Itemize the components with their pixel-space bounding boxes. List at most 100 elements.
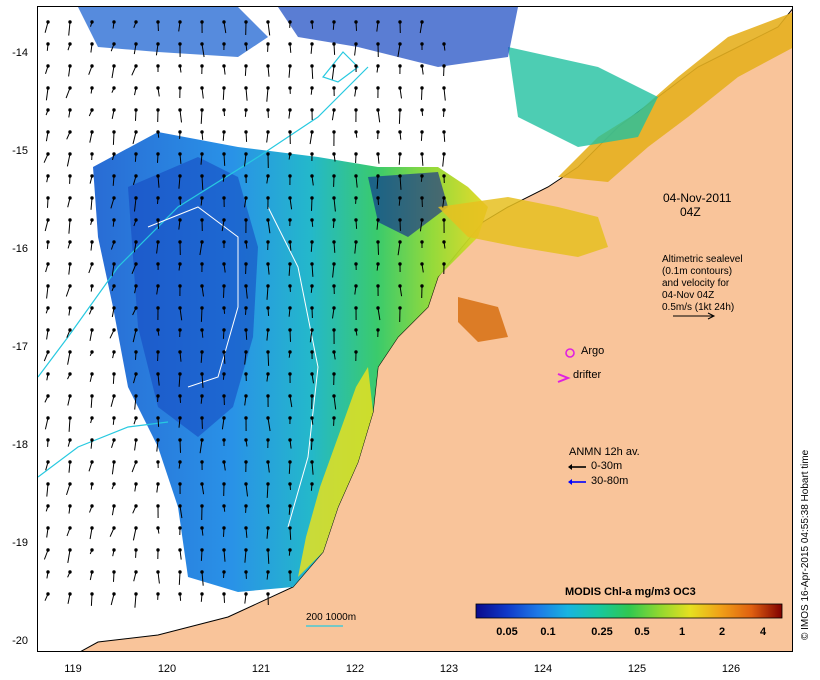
chlorophyll-high-band xyxy=(438,197,608,257)
velocity-arrow-origin xyxy=(288,306,292,310)
velocity-arrow-origin xyxy=(442,86,446,90)
velocity-arrow-origin xyxy=(244,218,248,222)
velocity-arrow xyxy=(133,241,137,253)
velocity-arrow-origin xyxy=(200,262,204,266)
velocity-arrow-origin xyxy=(398,130,402,134)
velocity-arrow-origin xyxy=(310,284,314,288)
velocity-arrow xyxy=(201,571,204,586)
velocity-arrow-origin xyxy=(222,42,226,46)
velocity-arrow-origin xyxy=(112,548,116,552)
velocity-arrow-origin xyxy=(244,240,248,244)
velocity-arrow xyxy=(266,87,269,102)
velocity-arrow-origin xyxy=(156,174,160,178)
velocity-arrow-origin xyxy=(266,262,270,266)
velocity-arrow xyxy=(266,527,269,539)
isobath-200m xyxy=(38,66,369,378)
velocity-arrow-origin xyxy=(46,42,50,46)
velocity-arrow xyxy=(134,197,137,212)
velocity-arrow-origin xyxy=(244,152,248,156)
velocity-arrow xyxy=(333,241,336,253)
velocity-arrow xyxy=(355,175,358,188)
velocity-arrow-origin xyxy=(46,592,50,596)
map-panel[interactable] xyxy=(37,6,793,652)
colorbar xyxy=(475,603,783,619)
velocity-arrow-origin xyxy=(90,438,94,442)
velocity-arrow xyxy=(221,219,225,232)
velocity-arrow-origin xyxy=(354,20,358,24)
velocity-arrow-origin xyxy=(68,394,72,398)
velocity-arrow xyxy=(332,307,335,319)
velocity-arrow-origin xyxy=(178,240,182,244)
velocity-arrow-origin xyxy=(68,64,72,68)
anmn-shallow-label: 0-30m xyxy=(591,460,623,472)
velocity-arrow-origin xyxy=(376,86,380,90)
velocity-arrow-origin xyxy=(332,306,336,310)
velocity-arrow-origin xyxy=(68,42,72,46)
velocity-arrow-origin xyxy=(46,284,50,288)
velocity-arrow-origin xyxy=(134,350,138,354)
velocity-arrow-origin xyxy=(266,42,270,46)
velocity-arrow-origin xyxy=(420,174,424,178)
velocity-arrow-origin xyxy=(310,152,314,156)
velocity-arrow xyxy=(266,131,269,143)
velocity-arrow xyxy=(201,43,205,58)
velocity-arrow-origin xyxy=(310,42,314,46)
velocity-arrow-origin xyxy=(156,42,160,46)
velocity-arrow-origin xyxy=(288,526,292,530)
velocity-arrow-origin xyxy=(90,372,94,376)
velocity-arrow-origin xyxy=(200,86,204,90)
velocity-arrow-origin xyxy=(90,350,94,354)
velocity-arrow-origin xyxy=(266,240,270,244)
velocity-arrow-origin xyxy=(288,86,292,90)
velocity-arrow-origin xyxy=(156,504,160,508)
velocity-arrow xyxy=(68,21,71,36)
velocity-arrow xyxy=(419,219,423,232)
velocity-arrow-origin xyxy=(200,42,204,46)
sealevel-contour xyxy=(267,206,319,528)
velocity-arrow xyxy=(157,373,160,386)
velocity-arrow xyxy=(201,483,205,495)
velocity-arrow-origin xyxy=(420,196,424,200)
velocity-arrow xyxy=(267,219,271,234)
velocity-arrow-origin xyxy=(266,482,270,486)
velocity-arrow xyxy=(179,307,183,321)
velocity-arrow-origin xyxy=(112,262,116,266)
velocity-arrow-origin xyxy=(90,570,94,574)
velocity-arrow-origin xyxy=(68,152,72,156)
velocity-arrow xyxy=(89,329,93,341)
velocity-arrow xyxy=(111,461,115,475)
velocity-arrow-origin xyxy=(288,482,292,486)
velocity-arrow-origin xyxy=(134,42,138,46)
velocity-arrow-origin xyxy=(178,372,182,376)
velocity-arrow xyxy=(178,373,181,387)
velocity-arrow xyxy=(333,395,337,410)
velocity-arrow-origin xyxy=(200,482,204,486)
velocity-arrow xyxy=(200,307,203,322)
map-canvas[interactable] xyxy=(38,7,793,652)
velocity-arrow-origin xyxy=(310,394,314,398)
velocity-arrow-origin xyxy=(156,328,160,332)
velocity-arrow-origin xyxy=(266,86,270,90)
velocity-arrow xyxy=(199,241,203,256)
velocity-arrow-origin xyxy=(112,328,116,332)
velocity-arrow-origin xyxy=(46,328,50,332)
altimetry-line: and velocity for xyxy=(662,278,730,289)
chlorophyll-north-patch xyxy=(78,7,268,57)
lat-tick: -15 xyxy=(12,145,28,157)
velocity-arrow-origin xyxy=(288,42,292,46)
velocity-arrow-origin xyxy=(376,284,380,288)
velocity-arrow-origin xyxy=(112,240,116,244)
velocity-arrow-origin xyxy=(178,592,182,596)
velocity-arrow-origin xyxy=(266,130,270,134)
velocity-arrow-origin xyxy=(332,262,336,266)
altimetry-note: Altimetric sealevel (0.1m contours) and … xyxy=(662,254,743,314)
velocity-arrow-origin xyxy=(266,394,270,398)
velocity-arrow-origin xyxy=(112,570,116,574)
velocity-arrow xyxy=(245,87,248,101)
velocity-arrow-origin xyxy=(46,262,50,266)
velocity-arrow-origin xyxy=(398,20,402,24)
velocity-arrow-origin xyxy=(310,240,314,244)
chlorophyll-north-patch xyxy=(278,7,518,67)
lon-tick: 123 xyxy=(439,663,459,675)
velocity-arrow xyxy=(90,395,93,408)
